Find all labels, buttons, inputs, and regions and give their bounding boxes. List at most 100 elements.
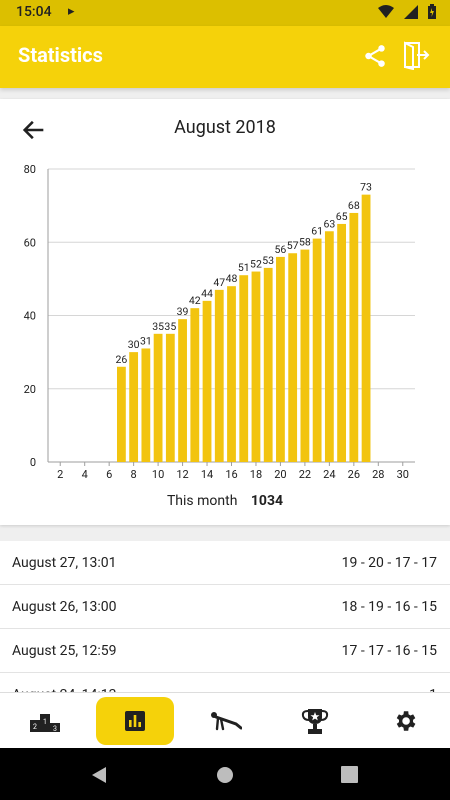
history-row[interactable]: August 26, 13:00 18 - 19 - 16 - 15 (0, 585, 450, 629)
history-row[interactable]: August 25, 12:59 17 - 17 - 16 - 15 (0, 629, 450, 673)
bar-value-label: 26 (115, 353, 127, 366)
x-tick-label: 4 (82, 468, 88, 481)
trophy-icon (300, 707, 330, 735)
history-row[interactable]: August 24, 14:13 1 (0, 673, 450, 693)
bar (251, 271, 261, 462)
status-time: 15:04 (16, 4, 52, 20)
chart-card: August 2018 0 20 40 60 80 2 4 6 8 10 12 14 16 18 20 22 2… (0, 99, 450, 525)
bar (276, 256, 285, 462)
history-date: August 26, 13:00 (12, 598, 117, 615)
history-sets: 17 - 17 - 16 - 15 (341, 642, 437, 659)
history-date: August 25, 12:59 (12, 642, 117, 659)
x-tick-label: 30 (397, 468, 409, 481)
bar (141, 348, 151, 462)
x-tick-label: 8 (131, 468, 137, 481)
summary-value: 1034 (250, 493, 284, 509)
bar (324, 231, 334, 462)
nav-item-bar-chart[interactable] (96, 697, 174, 745)
bar-value-label: 35 (152, 320, 164, 333)
bar (165, 333, 175, 462)
nav-item-trophy[interactable] (276, 697, 354, 745)
bar-value-label: 47 (213, 276, 225, 289)
system-nav-bar (0, 748, 450, 800)
y-tick-label: 60 (24, 236, 36, 249)
history-sets: 1 (429, 687, 437, 693)
bar-value-label: 44 (201, 287, 213, 300)
bar (361, 194, 371, 462)
bar (129, 352, 139, 462)
bar (190, 308, 200, 462)
y-tick-label: 40 (24, 310, 36, 323)
pushup-icon (208, 710, 242, 732)
x-tick-label: 14 (201, 468, 213, 481)
signal-icon (404, 4, 418, 19)
history-date: August 24, 14:13 (12, 687, 116, 693)
bar (153, 333, 163, 462)
bar-value-label: 61 (311, 225, 323, 238)
x-tick-label: 20 (274, 468, 286, 481)
history-date: August 27, 13:01 (12, 554, 117, 571)
history-list: August 27, 13:01 19 - 20 - 17 - 17 August … (0, 541, 450, 692)
y-tick-label: 0 (30, 456, 36, 469)
nav-item-pushup[interactable] (186, 697, 264, 745)
status-bar: 15:04 ▸ (0, 0, 450, 26)
bar (227, 286, 236, 462)
x-tick-label: 18 (250, 468, 262, 481)
bar-value-label: 48 (226, 272, 238, 285)
bar-value-label: 63 (323, 217, 335, 230)
exit-icon[interactable] (402, 40, 430, 70)
month-summary: This month 1034 (0, 493, 450, 509)
summary-label: This month (166, 493, 238, 509)
recents-square-icon[interactable] (341, 766, 358, 783)
wifi-icon (378, 4, 394, 18)
svg-text:2: 2 (33, 723, 37, 731)
bar (312, 238, 322, 462)
x-tick-label: 24 (323, 468, 335, 481)
bar-value-label: 73 (360, 181, 372, 194)
bar-value-label: 35 (164, 320, 176, 333)
back-arrow-icon[interactable] (20, 116, 48, 144)
back-triangle-icon[interactable] (90, 766, 108, 784)
bar-value-label: 53 (262, 254, 274, 267)
bar-value-label: 30 (128, 338, 140, 351)
bar (300, 249, 310, 462)
home-circle-icon[interactable] (216, 766, 234, 784)
bar (116, 366, 126, 462)
x-tick-label: 22 (299, 468, 311, 481)
bar-value-label: 56 (275, 243, 287, 256)
svg-text:3: 3 (53, 725, 57, 732)
bar-value-label: 68 (348, 199, 360, 212)
bar (239, 275, 249, 462)
x-tick-label: 16 (225, 468, 237, 481)
bar (214, 289, 224, 462)
bar-chart-icon (124, 710, 146, 732)
bar (178, 319, 187, 462)
bar (263, 267, 273, 462)
x-tick-label: 28 (372, 468, 384, 481)
history-sets: 19 - 20 - 17 - 17 (341, 554, 437, 571)
share-icon[interactable] (362, 43, 388, 69)
bar-value-label: 51 (238, 261, 250, 274)
bar (288, 253, 298, 462)
x-tick-label: 10 (152, 468, 164, 481)
notification-icon: ▸ (68, 4, 75, 19)
app-bar: Statistics (0, 26, 450, 88)
bar (337, 223, 347, 462)
history-row[interactable]: August 27, 13:01 19 - 20 - 17 - 17 (0, 541, 450, 585)
bar (349, 212, 359, 462)
month-title: August 2018 (174, 117, 276, 138)
svg-text:1: 1 (43, 718, 47, 726)
bar-value-label: 58 (299, 236, 311, 249)
bar-value-label: 52 (250, 258, 262, 271)
y-tick-label: 80 (24, 163, 36, 176)
status-icons (378, 4, 436, 19)
bar-value-label: 31 (140, 334, 152, 347)
nav-item-gear[interactable] (366, 697, 444, 745)
gear-icon (392, 708, 418, 734)
x-tick-label: 26 (348, 468, 360, 481)
x-tick-label: 12 (176, 468, 188, 481)
